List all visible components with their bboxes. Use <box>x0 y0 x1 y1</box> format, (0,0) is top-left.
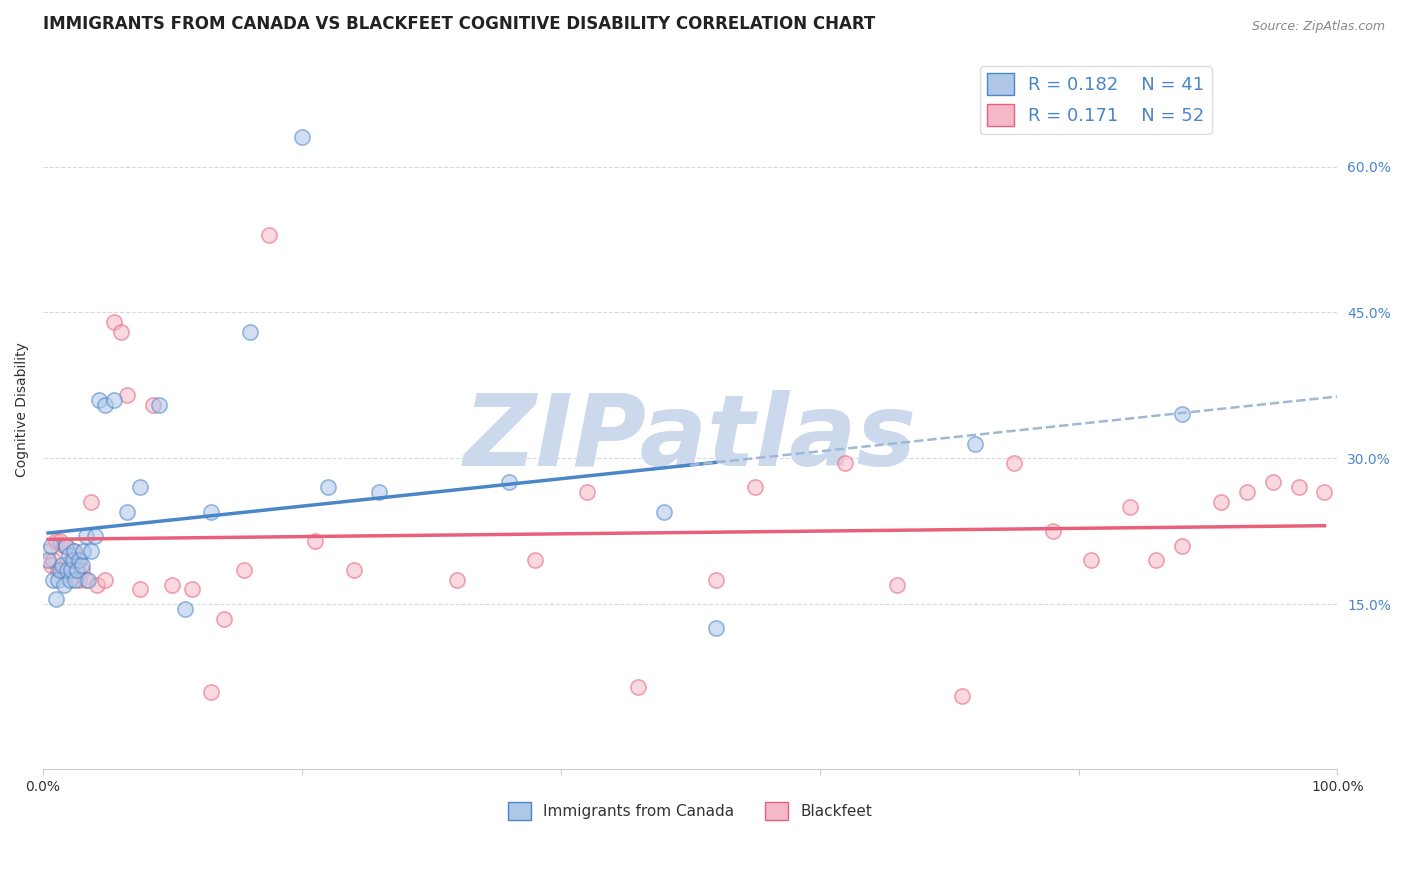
Point <box>1080 553 1102 567</box>
Point <box>63 543 86 558</box>
Point <box>56 563 79 577</box>
Point <box>1313 485 1336 500</box>
Point <box>55 539 77 553</box>
Point <box>103 392 125 407</box>
Point <box>62 553 84 567</box>
Text: Source: ZipAtlas.com: Source: ZipAtlas.com <box>1251 20 1385 33</box>
Point <box>75 573 97 587</box>
Point <box>110 325 132 339</box>
Point <box>886 577 908 591</box>
Point <box>834 456 856 470</box>
Point <box>70 563 93 577</box>
Text: IMMIGRANTS FROM CANADA VS BLACKFEET COGNITIVE DISABILITY CORRELATION CHART: IMMIGRANTS FROM CANADA VS BLACKFEET COGN… <box>44 15 875 33</box>
Point <box>60 553 83 567</box>
Point <box>94 573 117 587</box>
Point <box>103 315 125 329</box>
Point <box>1171 408 1194 422</box>
Point <box>129 480 152 494</box>
Point <box>316 480 339 494</box>
Point <box>51 563 73 577</box>
Point <box>291 130 314 145</box>
Point <box>37 543 59 558</box>
Point <box>200 684 222 698</box>
Point <box>1236 485 1258 500</box>
Point <box>70 558 93 573</box>
Point <box>42 573 65 587</box>
Point <box>55 539 77 553</box>
Point <box>37 553 59 567</box>
Point <box>65 563 87 577</box>
Point <box>744 480 766 494</box>
Point <box>575 485 598 500</box>
Point <box>48 573 70 587</box>
Point <box>39 539 62 553</box>
Point <box>1042 524 1064 538</box>
Point <box>48 533 70 548</box>
Point <box>704 621 727 635</box>
Point <box>52 577 75 591</box>
Point <box>129 582 152 597</box>
Point <box>86 577 108 591</box>
Point <box>48 563 70 577</box>
Point <box>45 592 67 607</box>
Point <box>58 563 80 577</box>
Point <box>950 690 973 704</box>
Point <box>52 539 75 553</box>
Point <box>704 573 727 587</box>
Point <box>304 533 326 548</box>
Point <box>652 505 675 519</box>
Point <box>259 227 281 242</box>
Point <box>87 392 110 407</box>
Point <box>174 602 197 616</box>
Point <box>83 529 105 543</box>
Point <box>48 563 70 577</box>
Point <box>72 543 94 558</box>
Point <box>80 543 103 558</box>
Point <box>162 577 184 591</box>
Point <box>1119 500 1142 514</box>
Point <box>523 553 546 567</box>
Point <box>627 680 650 694</box>
Point <box>1171 539 1194 553</box>
Point <box>498 475 520 490</box>
Point <box>1288 480 1310 494</box>
Point <box>67 553 90 567</box>
Point <box>212 612 235 626</box>
Point <box>59 573 82 587</box>
Point <box>60 563 83 577</box>
Point <box>446 573 468 587</box>
Point <box>239 325 262 339</box>
Point <box>65 553 87 567</box>
Point <box>963 436 986 450</box>
Point <box>51 558 73 573</box>
Point <box>67 573 90 587</box>
Point <box>42 553 65 567</box>
Point <box>94 398 117 412</box>
Point <box>39 558 62 573</box>
Text: ZIPatlas: ZIPatlas <box>464 390 917 487</box>
Point <box>1144 553 1167 567</box>
Point <box>342 563 364 577</box>
Point <box>65 573 87 587</box>
Point <box>142 398 165 412</box>
Point <box>1002 456 1025 470</box>
Point <box>200 505 222 519</box>
Point <box>368 485 391 500</box>
Point <box>180 582 202 597</box>
Point <box>115 505 138 519</box>
Point <box>63 543 86 558</box>
Point <box>115 388 138 402</box>
Point <box>58 549 80 563</box>
Point <box>148 398 170 412</box>
Point <box>45 533 67 548</box>
Y-axis label: Cognitive Disability: Cognitive Disability <box>15 343 30 477</box>
Legend: Immigrants from Canada, Blackfeet: Immigrants from Canada, Blackfeet <box>502 796 879 826</box>
Point <box>75 529 97 543</box>
Point <box>232 563 254 577</box>
Point <box>77 573 100 587</box>
Point <box>1209 495 1232 509</box>
Point <box>1261 475 1284 490</box>
Point <box>80 495 103 509</box>
